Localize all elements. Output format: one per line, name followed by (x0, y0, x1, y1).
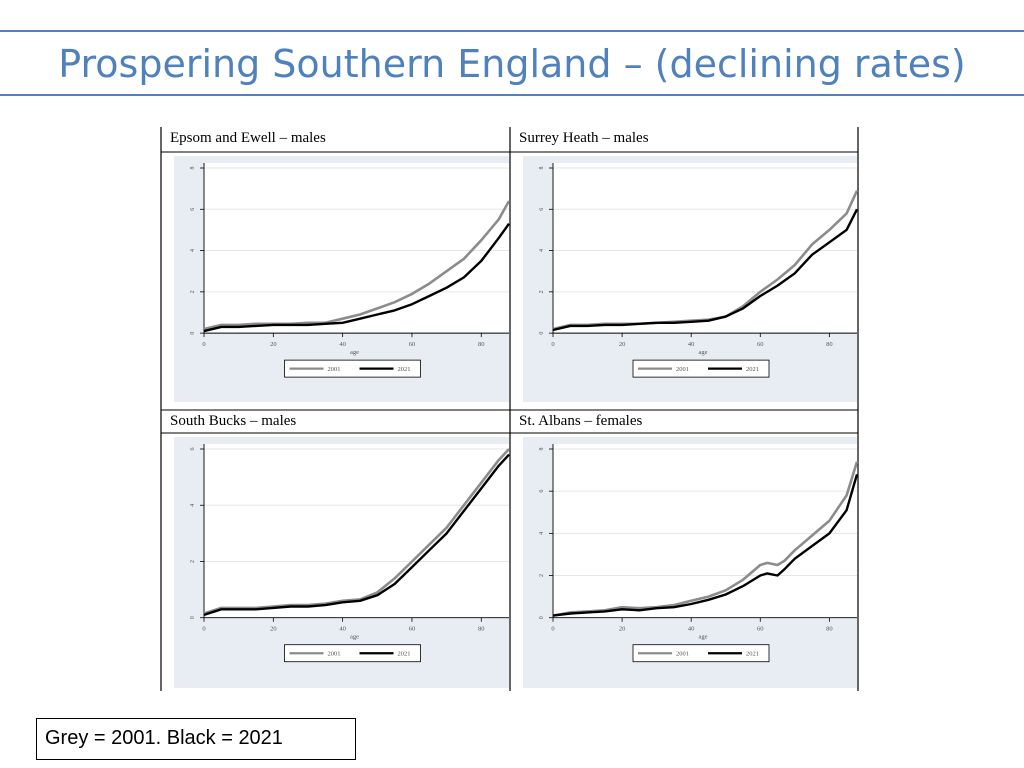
legend-box (632, 644, 770, 663)
y-tick-label: 2 (539, 574, 545, 577)
y-tick-label: 2 (190, 290, 196, 293)
plot-area (204, 444, 509, 618)
x-tick-label: 60 (409, 626, 416, 633)
legend-box (284, 359, 421, 378)
x-tick-label: 0 (551, 341, 554, 348)
legend-label: 2001 (328, 366, 341, 373)
series-line-2001 (203, 200, 511, 331)
plot-area (553, 444, 857, 618)
x-tick-label: 20 (619, 341, 626, 348)
legend-label: 2001 (676, 651, 689, 658)
panel-title: South Bucks – males (170, 413, 296, 429)
slide-title: Prospering Southern England – (declining… (58, 42, 966, 86)
y-tick-label: 0 (539, 332, 545, 335)
x-tick-label: 80 (478, 626, 485, 633)
y-tick-label: 0 (539, 616, 545, 619)
top-rule (0, 30, 1024, 32)
x-tick-label: 20 (270, 626, 277, 633)
series-line-2001 (203, 448, 510, 615)
panel-title: Surrey Heath – males (519, 130, 649, 146)
legend-label: 2021 (746, 651, 759, 658)
y-tick-label: 6 (190, 448, 196, 451)
legend-label: 2021 (398, 366, 411, 373)
x-axis-label: age (350, 634, 359, 641)
y-tick-label: 8 (190, 167, 196, 170)
panel-title: St. Albans – females (519, 413, 642, 429)
x-axis-label: age (350, 349, 359, 356)
x-tick-label: 40 (339, 626, 346, 633)
x-tick-label: 40 (688, 341, 695, 348)
title-underline (0, 94, 1024, 96)
x-tick-label: 0 (202, 341, 205, 348)
x-tick-label: 60 (409, 341, 416, 348)
legend-label: 2021 (398, 651, 411, 658)
series-line-2021 (203, 223, 510, 333)
y-tick-label: 4 (190, 249, 196, 252)
x-tick-label: 0 (202, 626, 205, 633)
series-line-2021 (203, 453, 510, 617)
legend-box (632, 359, 770, 378)
x-tick-label: 20 (619, 626, 626, 633)
x-tick-label: 80 (826, 341, 833, 348)
y-tick-label: 4 (539, 532, 545, 535)
y-tick-label: 6 (539, 490, 545, 493)
x-tick-label: 80 (478, 341, 485, 348)
x-tick-label: 80 (826, 626, 833, 633)
x-tick-label: 40 (688, 626, 695, 633)
legend-label: 2021 (746, 366, 759, 373)
y-tick-label: 8 (539, 167, 545, 170)
x-tick-label: 40 (339, 341, 346, 348)
x-tick-label: 0 (551, 626, 554, 633)
y-tick-label: 6 (190, 208, 196, 211)
legend-note: Grey = 2001. Black = 2021 (36, 718, 356, 760)
x-axis-label: age (698, 634, 707, 641)
y-tick-label: 8 (539, 448, 545, 451)
y-tick-label: 6 (539, 208, 545, 211)
y-tick-label: 4 (190, 504, 196, 507)
x-tick-label: 60 (757, 626, 764, 633)
x-axis-label: age (698, 349, 707, 356)
legend-label: 2001 (328, 651, 341, 658)
y-tick-label: 0 (190, 616, 196, 619)
series-line-2021 (552, 473, 859, 617)
legend-label: 2001 (676, 366, 689, 373)
y-tick-label: 4 (539, 249, 545, 252)
panel-title: Epsom and Ewell – males (170, 130, 326, 146)
series-line-2001 (552, 461, 859, 617)
legend-box (284, 644, 421, 663)
y-tick-label: 0 (190, 332, 196, 335)
x-tick-label: 20 (270, 341, 277, 348)
series-line-2021 (552, 208, 859, 332)
plot-area (553, 163, 857, 334)
plot-area (204, 163, 509, 334)
x-tick-label: 60 (757, 341, 764, 348)
y-tick-label: 2 (539, 290, 545, 293)
y-tick-label: 2 (190, 560, 196, 563)
